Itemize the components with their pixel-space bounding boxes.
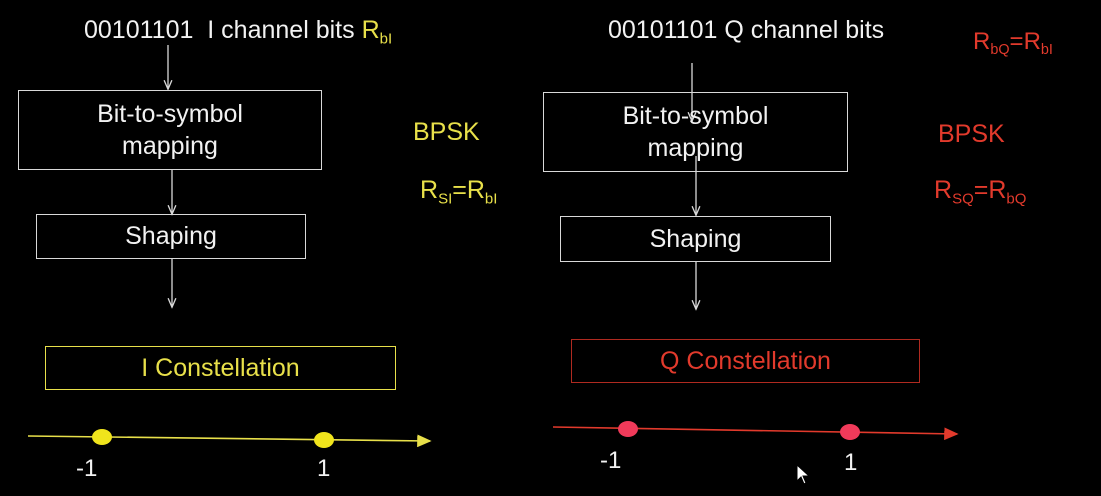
q-bits-label: Q channel bits bbox=[724, 16, 885, 44]
q-shaping-label: Shaping bbox=[649, 224, 742, 253]
i-point-minus-one-label: -1 bbox=[76, 455, 98, 482]
q-point-plus-one-label: 1 bbox=[844, 449, 858, 476]
q-mapping-line1: Bit-to-symbol bbox=[622, 101, 769, 130]
q-point-plus-one bbox=[840, 424, 860, 440]
i-constellation-axis bbox=[27, 434, 432, 448]
i-bits-header: 00101101 I channel bits RbI bbox=[84, 16, 392, 47]
i-constellation-label: I Constellation bbox=[141, 353, 300, 382]
i-symbol-rate: RSI=RbI bbox=[420, 176, 498, 208]
i-bit-rate: RbI bbox=[361, 16, 393, 48]
q-mapping-line2: mapping bbox=[647, 134, 744, 162]
q-constellation-axis bbox=[552, 426, 959, 441]
mouse-cursor-icon bbox=[796, 463, 811, 485]
i-mapping-line2: mapping bbox=[122, 132, 218, 160]
i-constellation-box: I Constellation bbox=[45, 346, 396, 390]
q-shaping-box: Shaping bbox=[560, 216, 831, 262]
q-bits-value: 00101101 bbox=[608, 16, 718, 44]
i-mapping-line1: Bit-to-symbol bbox=[97, 99, 243, 128]
i-point-minus-one bbox=[92, 429, 112, 445]
i-point-plus-one-label: 1 bbox=[317, 455, 331, 482]
i-bits-label: I channel bits bbox=[207, 16, 355, 44]
i-point-plus-one bbox=[314, 432, 334, 448]
q-point-minus-one-label: -1 bbox=[600, 447, 622, 474]
i-modulation-label: BPSK bbox=[413, 118, 480, 146]
q-bits-header: 00101101 Q channel bits bbox=[608, 16, 884, 45]
i-bit-to-symbol-mapping-box: Bit-to-symbol mapping bbox=[18, 90, 322, 170]
i-bits-value: 00101101 bbox=[84, 16, 194, 44]
q-modulation-label: BPSK bbox=[938, 120, 1005, 148]
q-bit-rate: RbQ=RbI bbox=[973, 28, 1053, 59]
q-point-minus-one bbox=[618, 421, 638, 437]
q-constellation-label: Q Constellation bbox=[660, 346, 831, 375]
i-shaping-box: Shaping bbox=[36, 214, 306, 259]
q-constellation-box: Q Constellation bbox=[571, 339, 920, 383]
q-symbol-rate: RSQ=RbQ bbox=[934, 176, 1027, 208]
q-bit-to-symbol-mapping-box: Bit-to-symbol mapping bbox=[543, 92, 848, 172]
i-shaping-label: Shaping bbox=[125, 222, 217, 251]
